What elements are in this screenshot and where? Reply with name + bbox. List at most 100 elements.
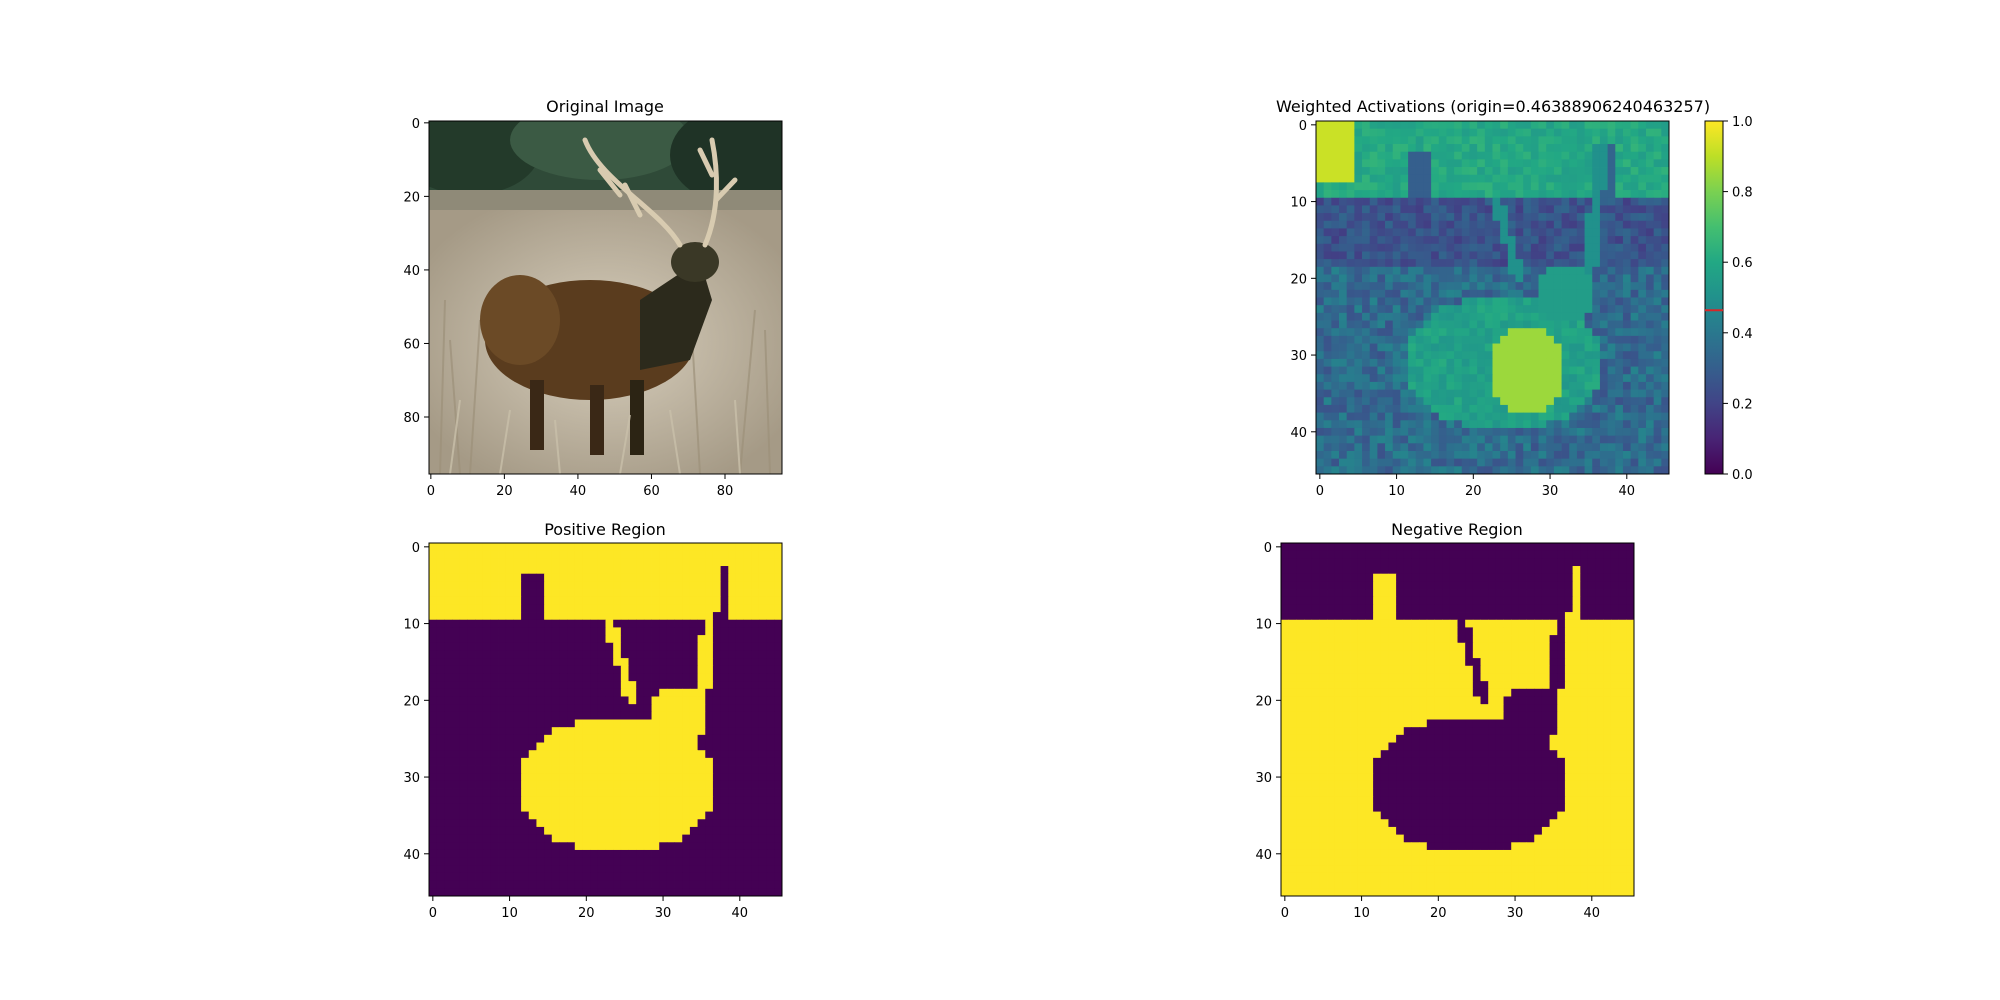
heatmap-cell (1446, 450, 1455, 460)
heatmap-cell (1477, 205, 1486, 214)
heatmap-cell (1645, 205, 1655, 214)
heatmap-cell (1503, 589, 1512, 598)
heatmap-cell (1457, 550, 1466, 559)
heatmap-cell (774, 619, 783, 628)
heatmap-cell (1553, 358, 1562, 367)
heatmap-cell (1618, 573, 1627, 582)
heatmap-cell (1415, 404, 1424, 413)
heatmap-cell (643, 742, 652, 751)
heatmap-cell (1311, 627, 1320, 636)
heatmap-cell (735, 819, 745, 828)
heatmap-cell (567, 558, 576, 567)
heatmap-cell (1603, 550, 1612, 559)
heatmap-cell (1638, 274, 1647, 283)
heatmap-cell (712, 842, 721, 851)
heatmap-cell (1507, 389, 1516, 398)
heatmap-cell (559, 704, 568, 713)
heatmap-cell (1354, 174, 1363, 183)
heatmap-cell (651, 788, 660, 797)
heatmap-cell (1564, 596, 1573, 605)
heatmap-cell (1538, 243, 1547, 252)
heatmap-cell (1530, 320, 1539, 329)
heatmap-cell (1569, 266, 1578, 275)
heatmap-cell (590, 742, 599, 751)
heatmap-cell (1523, 404, 1532, 413)
heatmap-cell (1607, 266, 1616, 275)
heatmap-cell (1518, 642, 1527, 651)
heatmap-cell (1339, 121, 1348, 130)
heatmap-cell (1530, 121, 1539, 130)
heatmap-cell (1415, 450, 1424, 460)
heatmap-cell (1385, 312, 1394, 321)
heatmap-cell (505, 826, 514, 835)
heatmap-cell (1408, 182, 1417, 191)
heatmap-cell (728, 581, 737, 590)
heatmap-cell (1599, 136, 1608, 145)
heatmap-cell (444, 880, 453, 889)
heatmap-cell (1411, 581, 1420, 590)
heatmap-cell (659, 849, 668, 859)
heatmap-cell (1472, 566, 1481, 575)
heatmap-cell (751, 642, 760, 651)
heatmap-cell (1615, 220, 1624, 229)
heatmap-cell (1438, 358, 1447, 367)
heatmap-cell (697, 757, 706, 766)
heatmap-cell (1408, 351, 1417, 360)
heatmap-cell (697, 558, 706, 567)
heatmap-cell (528, 573, 537, 582)
heatmap-cell (1454, 328, 1463, 337)
heatmap-cell (1288, 604, 1297, 613)
heatmap-cell (1446, 420, 1455, 429)
heatmap-cell (1645, 159, 1655, 168)
heatmap-cell (1403, 589, 1412, 598)
heatmap-cell (1327, 550, 1336, 559)
heatmap-cell (498, 635, 507, 644)
heatmap-cell (1618, 581, 1627, 590)
heatmap-cell (544, 742, 553, 751)
heatmap-cell (1630, 427, 1639, 437)
heatmap-cell (1607, 427, 1616, 437)
heatmap-cell (1534, 581, 1543, 590)
heatmap-cell (674, 750, 683, 759)
heatmap-cell (1331, 374, 1340, 383)
heatmap-cell (1538, 251, 1547, 260)
heatmap-cell (498, 566, 507, 575)
heatmap-cell (1339, 351, 1348, 360)
heatmap-cell (498, 734, 507, 743)
heatmap-cell (1331, 443, 1340, 452)
heatmap-cell (1465, 635, 1474, 644)
heatmap-cell (1618, 627, 1627, 636)
heatmap-cell (544, 604, 553, 613)
heatmap-cell (766, 757, 775, 766)
heatmap-cell (1442, 543, 1451, 552)
heatmap-cell (689, 696, 698, 705)
heatmap-cell (1618, 635, 1627, 644)
heatmap-cell (1584, 228, 1593, 237)
heatmap-cell (674, 757, 683, 766)
heatmap-cell (1484, 121, 1493, 130)
heatmap-cell (651, 604, 660, 613)
heatmap-cell (482, 773, 491, 782)
heatmap-cell (1576, 343, 1585, 352)
heatmap-cell (1327, 642, 1336, 651)
heatmap-cell (590, 727, 599, 736)
heatmap-cell (628, 604, 637, 613)
heatmap-cell (1449, 543, 1458, 552)
heatmap-cell (551, 581, 560, 590)
heatmap-cell (705, 650, 714, 659)
heatmap-cell (536, 742, 545, 751)
heatmap-cell (620, 604, 629, 613)
heatmap-cell (1553, 328, 1562, 337)
heatmap-cell (1281, 627, 1290, 636)
heatmap-cell (1622, 266, 1632, 275)
heatmap-cell (682, 727, 691, 736)
heatmap-cell (1599, 443, 1608, 452)
heatmap-cell (459, 696, 468, 705)
heatmap-cell (513, 727, 522, 736)
heatmap-cell (1607, 190, 1616, 199)
heatmap-cell (1561, 397, 1570, 406)
heatmap-cell (1546, 136, 1555, 145)
heatmap-cell (605, 803, 614, 812)
heatmap-cell (1438, 289, 1447, 298)
heatmap-cell (1500, 282, 1509, 291)
